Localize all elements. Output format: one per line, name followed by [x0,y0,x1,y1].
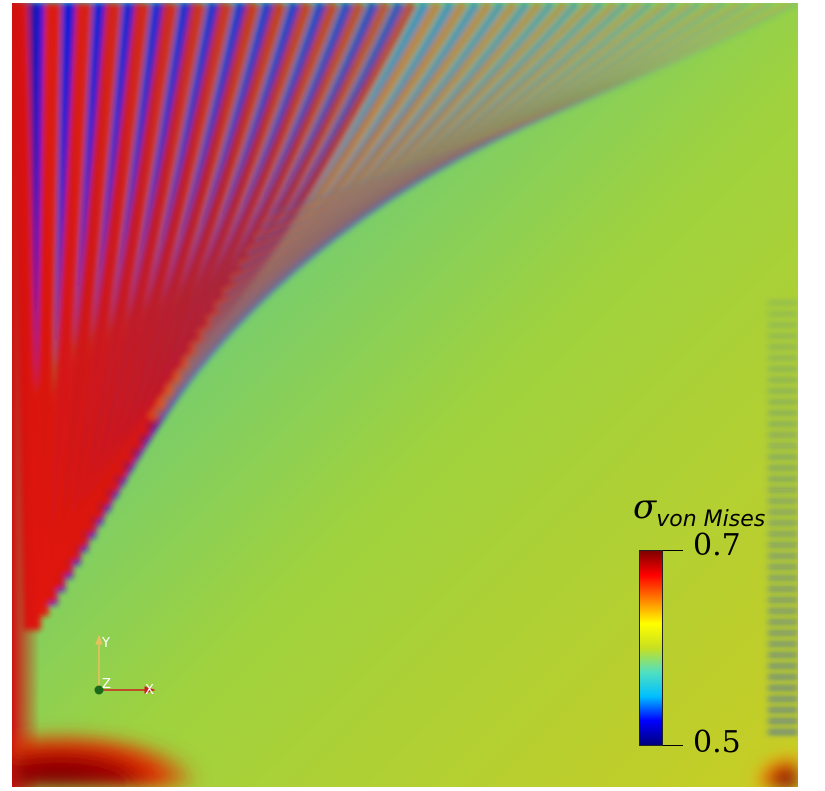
stress-field-plot [12,3,798,787]
colorbar-min-tick [663,745,683,746]
wave-fringe-group [12,3,798,734]
colorbar-min-label: 0.5 [693,725,741,760]
fringe-band [270,3,798,216]
legend-title: σvon Mises [633,487,765,532]
colorbar [639,550,663,746]
y-axis-label: Y [101,636,110,651]
legend-title-subscript: von Mises [656,507,766,532]
x-axis-arrowhead [144,686,156,694]
colorbar-max-tick [663,550,683,551]
z-axis-label: Z [102,677,111,692]
fringe-band [64,3,179,562]
orientation-axes-widget: Y Z X [94,634,156,698]
x-axis-label: X [145,683,154,698]
fringe-band [55,3,151,576]
legend-title-symbol: σ [633,487,657,527]
z-axis-dot [94,685,104,695]
colorbar-max-label: 0.7 [693,528,741,563]
y-axis-arrowhead [95,634,103,645]
